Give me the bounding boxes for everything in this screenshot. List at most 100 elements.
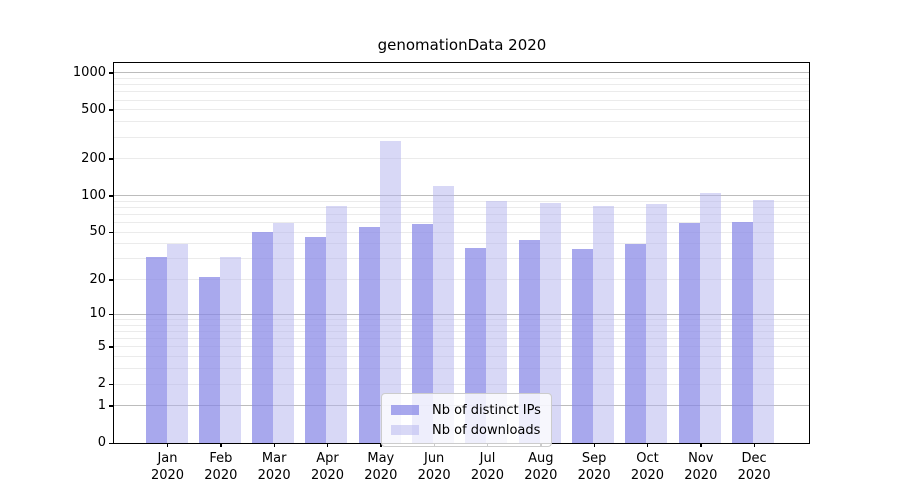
gridline-minor: [114, 356, 809, 358]
x-tick-mark: [593, 443, 596, 447]
x-tick-label: Nov 2020: [684, 451, 718, 483]
gridline-minor: [114, 338, 809, 340]
x-tick-label: Jul 2020: [470, 451, 505, 483]
legend-item-downloads: Nb of downloads: [391, 420, 541, 440]
y-tick-label: 2: [97, 376, 106, 392]
chart-title: genomationData 2020: [377, 36, 547, 54]
gridline-minor: [114, 77, 809, 79]
gridline-minor: [114, 324, 809, 326]
bar-downloads-feb: [219, 257, 241, 443]
legend-label-downloads: Nb of downloads: [432, 422, 541, 438]
y-tick-mark: [109, 346, 113, 348]
bar-distinct-ips-sep: [572, 249, 594, 443]
bar-distinct-ips-jan: [145, 257, 167, 443]
gridline-minor: [114, 136, 809, 138]
gridline-minor: [114, 243, 809, 245]
gridline-minor: [114, 368, 809, 370]
x-tick-mark: [700, 443, 702, 447]
gridline-minor: [114, 91, 809, 93]
gridline-minor: [114, 222, 809, 224]
gridline-minor: [114, 206, 809, 208]
y-tick-label: 1000: [72, 64, 106, 80]
bar-downloads-sep: [593, 206, 615, 443]
gridline-minor: [114, 158, 809, 160]
bar-distinct-ips-may: [358, 227, 380, 443]
gridline-minor: [114, 331, 809, 333]
y-tick-mark: [109, 442, 113, 444]
gridline-minor: [114, 99, 809, 101]
bar-distinct-ips-nov: [678, 222, 700, 443]
x-tick-mark: [220, 443, 222, 447]
gridline-major: [114, 195, 809, 197]
bar-distinct-ips-dec: [732, 221, 754, 443]
gridline-minor: [114, 214, 809, 216]
x-tick-mark: [167, 443, 169, 447]
bar-distinct-ips-aug: [518, 240, 540, 443]
y-tick-mark: [109, 72, 113, 74]
bar-distinct-ips-jun: [412, 223, 434, 443]
bar-downloads-dec: [753, 199, 775, 443]
bar-downloads-may: [379, 140, 401, 443]
gridline-minor: [114, 383, 809, 385]
x-tick-label: Sep 2020: [577, 451, 611, 483]
x-tick-label: Jun 2020: [417, 451, 451, 483]
legend-item-distinct-ips: Nb of distinct IPs: [391, 400, 541, 420]
bar-downloads-oct: [646, 203, 668, 443]
y-tick-label: 10: [89, 306, 106, 322]
x-tick-label: Apr 2020: [310, 451, 345, 483]
plot-area: Nb of distinct IPs Nb of downloads 0 1 2 5 1…: [73, 62, 810, 483]
y-tick-mark: [109, 279, 113, 281]
gridline-minor: [114, 279, 809, 281]
bar-downloads-apr: [326, 205, 348, 443]
bar-downloads-mar: [273, 222, 295, 443]
gridline-minor: [114, 121, 809, 123]
gridline-minor: [114, 84, 809, 86]
bar-downloads-jul: [486, 200, 508, 443]
x-tick-label: Dec 2020: [737, 451, 771, 483]
bar-downloads-aug: [539, 203, 561, 443]
gridline-minor: [114, 258, 809, 260]
x-tick-mark: [646, 443, 649, 447]
y-tick-mark: [109, 383, 113, 385]
gridline-minor: [114, 231, 809, 233]
bar-distinct-ips-oct: [625, 243, 647, 443]
y-tick-label: 5: [97, 338, 106, 354]
gridline-minor: [114, 200, 809, 202]
x-tick-label: Feb 2020: [204, 451, 238, 483]
y-tick-mark: [109, 231, 113, 234]
bar-distinct-ips-mar: [252, 232, 274, 443]
y-tick-mark: [109, 405, 113, 407]
x-tick-label: Mar 2020: [257, 451, 291, 483]
legend: Nb of distinct IPs Nb of downloads: [381, 393, 552, 447]
y-tick-label: 0: [97, 435, 106, 450]
y-tick-label: 100: [81, 187, 106, 203]
gridline-major: [114, 313, 809, 315]
bar-downloads-jan: [166, 243, 188, 443]
bar-distinct-ips-apr: [305, 236, 327, 443]
y-tick-mark: [109, 109, 113, 111]
y-tick-mark: [109, 313, 113, 316]
legend-swatch-distinct-ips-icon: [391, 405, 419, 415]
legend-swatch-downloads-icon: [391, 425, 419, 435]
x-tick-label: May 2020: [364, 451, 398, 483]
x-tick-label: Aug 2020: [524, 451, 558, 483]
y-tick-label: 500: [81, 101, 106, 117]
y-tick-mark: [109, 158, 113, 160]
gridline-major: [114, 72, 809, 74]
gridline-minor: [114, 346, 809, 348]
x-tick-mark: [753, 443, 756, 447]
x-tick-mark: [326, 443, 329, 447]
x-tick-label: Jan 2020: [150, 451, 185, 483]
bar-downloads-jun: [433, 185, 455, 443]
bar-distinct-ips-feb: [198, 277, 220, 443]
bar-downloads-nov: [699, 193, 721, 443]
y-tick-mark: [109, 195, 113, 197]
y-tick-label: 20: [89, 271, 106, 287]
x-tick-label: Oct 2020: [630, 451, 665, 483]
y-tick-label: 200: [81, 150, 106, 166]
gridline-minor: [114, 109, 809, 111]
y-tick-label: 50: [89, 224, 106, 240]
x-tick-mark: [273, 443, 276, 447]
gridline-minor: [114, 319, 809, 321]
